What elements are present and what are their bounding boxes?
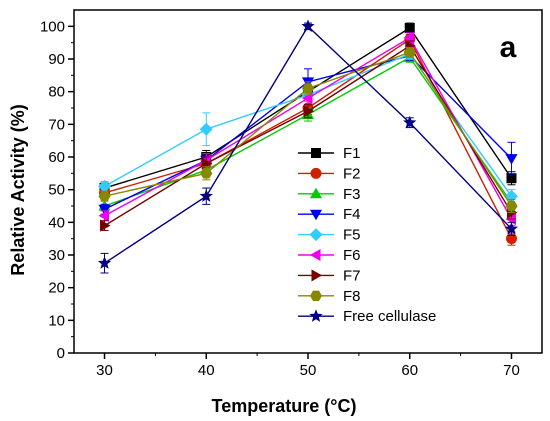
plot-frame (73, 9, 543, 354)
legend-marker (309, 228, 323, 242)
data-point (97, 256, 112, 269)
y-tick-label: 80 (48, 84, 65, 101)
y-tick-label: 30 (48, 247, 65, 264)
legend-marker (309, 209, 323, 221)
data-point (505, 233, 517, 245)
data-point (301, 19, 315, 32)
x-axis-title: Temperature (°C) (212, 396, 357, 416)
data-point (199, 189, 213, 202)
legend-marker (309, 187, 323, 199)
legend-label: F7 (343, 267, 361, 284)
x-tick-label: 50 (300, 362, 317, 379)
data-point (403, 47, 416, 58)
x-tick-label: 70 (503, 362, 520, 379)
legend-item-3: F3 (298, 186, 361, 203)
y-tick-label: 40 (48, 214, 65, 231)
legend-label: F5 (343, 227, 361, 244)
data-point (504, 221, 519, 235)
data-point (98, 191, 111, 202)
legend-item-5: F5 (298, 227, 361, 244)
ticks-layer: 0 10 20 30 40 50 60 70 80 90 100 30 40 50 60 70 (40, 18, 520, 379)
series-line (104, 25, 512, 264)
data-point (200, 168, 213, 179)
data-point (98, 204, 111, 216)
legend-label: F6 (343, 247, 361, 264)
legend-item-6: F6 (298, 247, 361, 264)
series-8 (98, 47, 518, 214)
y-tick-label: 100 (40, 18, 65, 35)
data-point (506, 173, 517, 184)
y-axis-title: Relative Activity (%) (8, 104, 28, 275)
y-tick-label: 60 (48, 149, 65, 166)
data-point (505, 200, 518, 212)
data-point (403, 115, 417, 129)
series-6 (98, 31, 516, 227)
data-point (98, 209, 110, 222)
data-point (302, 83, 314, 94)
legend-marker (310, 167, 322, 179)
series-layer (97, 19, 519, 274)
legend-label: F4 (343, 206, 361, 223)
legend-item-2: F2 (298, 165, 361, 182)
data-point (98, 179, 112, 193)
legend-label: F8 (343, 288, 361, 305)
legend-item-7: F7 (298, 267, 361, 284)
legend-marker (310, 248, 321, 262)
data-point (100, 219, 111, 232)
legend-item-9: Free cellulase (298, 308, 436, 325)
y-tick-label: 20 (48, 280, 65, 297)
y-tick-label: 0 (57, 345, 65, 362)
legend-item-1: F1 (298, 145, 361, 162)
data-point (303, 105, 314, 118)
legend-label: F2 (343, 165, 361, 182)
panel-label: a (500, 31, 517, 64)
x-tick-label: 40 (198, 362, 215, 379)
legend-item-8: F8 (298, 288, 361, 305)
series-line (104, 36, 513, 220)
legend-label: F3 (343, 186, 361, 203)
legend: F1 F2 F3 F4 F5 F6 F7 F8 Free cellulase (298, 145, 436, 325)
data-point (404, 22, 415, 33)
legend-label: Free cellulase (343, 308, 436, 325)
y-tick-label: 70 (48, 116, 65, 133)
legend-label: F1 (343, 145, 361, 162)
legend-marker (310, 290, 322, 301)
legend-item-4: F4 (298, 206, 361, 223)
y-tick-label: 50 (48, 182, 65, 199)
series-9 (97, 19, 519, 274)
legend-marker (311, 269, 322, 282)
y-tick-label: 90 (48, 51, 65, 68)
x-tick-label: 30 (96, 362, 113, 379)
data-point (199, 122, 213, 136)
x-tick-label: 60 (401, 362, 418, 379)
y-tick-label: 10 (48, 312, 65, 329)
legend-marker (311, 148, 321, 158)
legend-marker (309, 309, 323, 322)
data-point (505, 154, 518, 165)
